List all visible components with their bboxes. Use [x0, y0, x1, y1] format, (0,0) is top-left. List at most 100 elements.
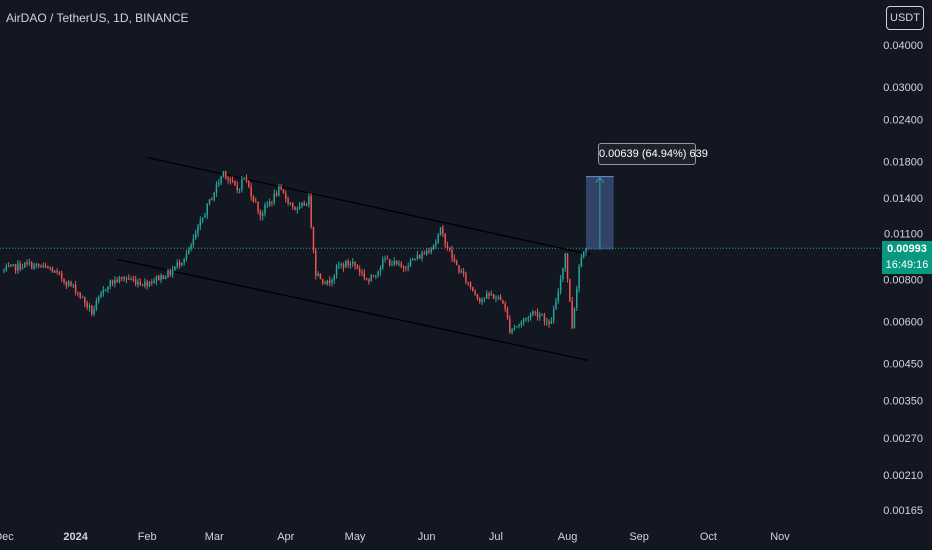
candle-body — [241, 179, 243, 190]
candle — [224, 170, 227, 180]
candle-body — [504, 303, 506, 309]
candle-body — [536, 312, 539, 317]
x-tick-label: 2024 — [63, 531, 88, 543]
candle — [571, 296, 573, 330]
candle — [430, 247, 433, 255]
candle-body — [562, 268, 564, 280]
symbol-title[interactable]: AirDAO / TetherUS, 1D, BINANCE — [6, 11, 189, 25]
candle — [317, 271, 319, 277]
time-axis[interactable]: Dec 2024 Feb Mar Apr May Jun Jul Aug Sep Oct Nov — [0, 531, 790, 543]
candle — [522, 317, 525, 326]
candle-body — [289, 202, 292, 204]
candle — [481, 297, 483, 306]
price-axis[interactable]: 0.04000 0.03000 0.02400 0.01800 0.01400 0.011… — [883, 40, 923, 517]
bar-countdown: 16:49:16 — [885, 259, 929, 271]
candle — [259, 209, 262, 221]
candle-body — [238, 189, 241, 191]
last-price-value: 0.00993 — [887, 243, 927, 255]
candle-body — [296, 208, 299, 211]
candle — [91, 305, 93, 317]
candle — [377, 270, 379, 278]
candle — [328, 276, 331, 287]
candle-body — [303, 203, 306, 206]
y-tick-label: 0.03000 — [883, 82, 923, 94]
candle — [137, 278, 139, 288]
candle-body — [231, 180, 234, 182]
candle-body — [197, 226, 199, 234]
candle — [14, 263, 17, 274]
candle — [192, 234, 195, 248]
candle — [114, 276, 116, 288]
candle — [278, 183, 280, 197]
candle — [437, 232, 439, 244]
candle — [423, 250, 426, 255]
y-tick-label: 0.00165 — [883, 505, 923, 517]
candle-body — [44, 265, 47, 267]
candle-body — [564, 253, 566, 269]
candle-body — [414, 259, 416, 261]
x-tick-label: Dec — [0, 531, 14, 543]
candle — [33, 262, 35, 270]
candle — [525, 317, 527, 322]
candle-body — [395, 261, 398, 265]
candle — [285, 190, 287, 203]
candle — [109, 279, 111, 290]
candle — [201, 217, 204, 224]
candle — [107, 286, 109, 293]
candle — [515, 326, 518, 328]
candle-body — [550, 321, 553, 324]
candle — [162, 274, 165, 280]
candle-body — [545, 321, 548, 323]
candle — [111, 279, 114, 287]
currency-button[interactable]: USDT — [886, 6, 924, 30]
candle-body — [157, 275, 160, 281]
candle-body — [72, 284, 75, 286]
candle — [190, 242, 192, 252]
x-tick-label: Jul — [489, 531, 503, 543]
candle-body — [312, 226, 315, 251]
candle — [220, 175, 222, 186]
candle — [63, 278, 65, 285]
candle — [518, 323, 520, 329]
candle-body — [467, 281, 469, 283]
candle-body — [213, 192, 215, 200]
y-tick-label: 0.00600 — [883, 317, 923, 329]
candle-body — [580, 257, 583, 267]
candle-body — [273, 193, 275, 203]
candle — [557, 288, 560, 304]
candle-body — [340, 264, 342, 266]
candle-body — [3, 269, 5, 271]
candle — [12, 264, 14, 267]
candle-body — [442, 227, 444, 235]
candle — [88, 302, 91, 312]
candle-body — [220, 176, 222, 183]
candle-body — [243, 177, 245, 180]
candle — [236, 181, 239, 194]
candle — [24, 261, 26, 268]
candle-body — [37, 264, 40, 267]
candle-body — [492, 294, 495, 299]
channel-trendline[interactable] — [117, 258, 589, 362]
candle — [81, 295, 84, 299]
candle — [520, 320, 523, 328]
candle — [95, 297, 98, 312]
candle-body — [522, 319, 525, 323]
y-tick-label: 0.04000 — [883, 40, 923, 52]
channel-trendline[interactable] — [147, 156, 591, 256]
candle-body — [236, 185, 239, 191]
candle — [169, 268, 172, 277]
candle — [26, 259, 28, 267]
candle — [414, 258, 416, 261]
candle-body — [40, 266, 42, 268]
candle-body — [458, 265, 460, 273]
candle-body — [114, 280, 116, 284]
candle-body — [282, 189, 285, 194]
candle — [204, 212, 206, 218]
candle-body — [162, 275, 165, 280]
candle-body — [121, 277, 123, 279]
candle-body — [319, 273, 322, 279]
candle — [382, 256, 384, 270]
y-tick-label: 0.00450 — [883, 359, 923, 371]
candle-body — [123, 277, 125, 279]
